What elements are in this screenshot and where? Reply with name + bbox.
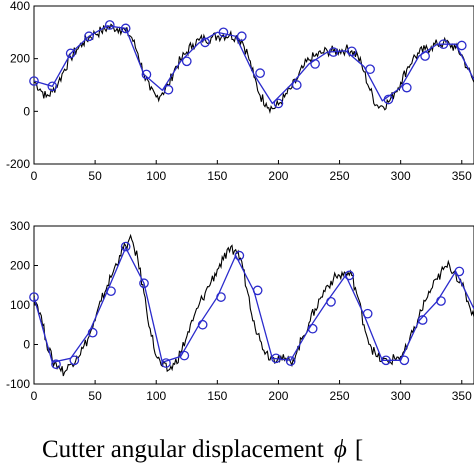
model-marker [285,356,296,366]
model-marker [291,80,302,90]
plot-area [34,23,474,114]
model-marker [29,76,39,86]
x-tick-label: 300 [391,169,411,183]
model-marker [179,350,190,361]
model-marker [84,31,94,42]
y-tick-label: 0 [23,104,30,118]
model-marker [163,84,174,95]
y-tick-label: -200 [6,157,30,171]
model-marker [436,296,446,306]
model-marker [106,286,116,297]
model-marker [310,59,320,69]
model-marker [197,319,208,330]
model-marker [326,296,336,307]
model-marker [216,292,226,302]
model-marker [252,285,263,296]
x-tick-label: 50 [88,389,102,403]
model-marker [200,37,210,48]
model-marker [139,278,149,289]
model-marker [51,359,61,370]
model-marker [120,241,131,252]
x-tick-label: 200 [268,169,288,183]
model-marker [365,64,375,75]
x-axis-label: Cutter angular displacement ϕ [ [42,436,363,464]
model-marker [104,20,115,30]
model-marker [273,98,284,109]
x-tick-label: 200 [268,389,288,403]
model-marker [236,31,247,42]
x-tick-label: 350 [452,389,472,403]
x-tick-label: 0 [31,389,38,403]
x-tick-label: 100 [146,169,166,183]
model-marker [456,40,467,51]
x-tick-label: 150 [207,169,227,183]
model-marker [29,292,39,302]
x-tick-label: 0 [31,169,38,183]
x-tick-label: 50 [88,169,102,183]
x-axis-label-text: Cutter angular displacement [42,436,324,463]
model-marker [328,47,339,57]
model-marker [161,358,171,368]
model-marker [381,355,391,366]
model-line [34,246,474,364]
y-tick-label: 300 [10,219,30,233]
y-tick-label: 200 [10,52,30,66]
model-marker [181,56,192,67]
model-marker [383,94,394,105]
plot-area [34,233,474,377]
x-tick-label: 250 [330,169,350,183]
x-tick-label: 350 [452,169,472,183]
x-tick-label: 100 [146,389,166,403]
measured-signal-line [34,23,474,114]
model-marker [69,355,80,366]
model-line [34,25,474,105]
model-marker [344,270,355,281]
model-marker [438,39,449,50]
model-marker [417,315,428,325]
y-tick-label: 0 [23,338,30,352]
x-tick-label: 150 [207,389,227,403]
model-marker [255,68,265,79]
unit-bracket: [ [354,436,364,463]
model-marker [346,46,357,57]
model-marker [120,23,131,34]
model-marker [234,250,245,261]
y-tick-label: 100 [10,298,30,312]
model-marker [454,266,465,277]
model-marker [47,81,58,92]
model-marker [141,69,152,80]
model-marker [87,327,98,338]
model-marker [218,27,229,38]
model-marker [420,51,430,61]
y-tick-label: 200 [10,259,30,273]
x-tick-label: 250 [330,389,350,403]
y-tick-label: -100 [6,377,30,391]
model-marker [362,308,373,319]
model-marker [307,323,318,334]
x-tick-label: 300 [391,389,411,403]
y-tick-label: 400 [10,0,30,13]
model-marker [401,82,412,93]
phi-symbol: ϕ [333,436,347,463]
measured-signal-line [34,233,474,377]
model-marker [65,48,76,59]
model-marker [399,355,410,366]
model-marker [271,353,281,364]
